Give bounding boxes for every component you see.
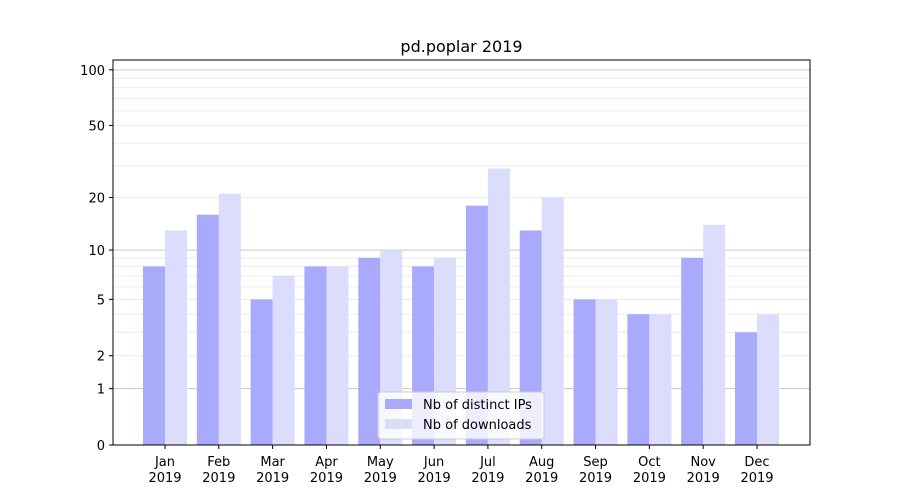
bar-ips: [627, 314, 650, 445]
x-tick-label: 2019: [579, 471, 612, 486]
x-tick-label: 2019: [202, 471, 235, 486]
bar-downloads: [595, 299, 618, 445]
y-tick-label: 2: [97, 350, 105, 365]
bar-downloads: [165, 230, 187, 445]
bar-downloads: [272, 275, 295, 445]
x-tick-label: 2019: [525, 471, 558, 486]
x-tick-label: Oct: [638, 455, 660, 470]
x-tick-label: Jan: [154, 455, 175, 470]
x-tick-label: 2019: [418, 471, 451, 486]
x-tick-label: Sep: [583, 455, 608, 470]
legend-label: Nb of downloads: [423, 418, 532, 433]
x-tick-label: 2019: [310, 471, 343, 486]
bar-downloads: [757, 314, 779, 445]
bar-ips: [735, 332, 757, 445]
y-tick-label: 5: [97, 293, 105, 308]
legend-swatch: [385, 399, 412, 409]
bar-ips: [519, 230, 542, 445]
x-tick-label: Dec: [744, 455, 769, 470]
y-tick-label: 1: [97, 383, 105, 398]
bar-ips: [196, 214, 219, 445]
y-tick-label: 0: [97, 439, 105, 454]
y-tick-label: 50: [88, 119, 105, 134]
chart-title: pd.poplar 2019: [400, 37, 522, 56]
x-tick-label: 2019: [364, 471, 397, 486]
bar-downloads: [703, 224, 726, 445]
bar-downloads: [541, 197, 564, 445]
y-tick-label: 100: [80, 64, 105, 79]
x-tick-label: Aug: [529, 455, 554, 470]
bar-downloads: [649, 314, 672, 445]
bar-ips: [465, 205, 488, 445]
bar-downloads: [218, 193, 241, 445]
x-tick-label: 2019: [148, 471, 181, 486]
x-tick-label: Feb: [207, 455, 230, 470]
x-tick-label: Apr: [315, 455, 338, 470]
bar-ips: [681, 257, 704, 445]
x-tick-label: Mar: [260, 455, 285, 470]
bar-ips: [250, 299, 273, 445]
legend-box: [377, 391, 545, 440]
legend-swatch: [385, 419, 412, 429]
bar-downloads: [487, 168, 510, 445]
x-tick-label: 2019: [633, 471, 666, 486]
x-tick-label: Jun: [423, 455, 444, 470]
y-tick-label: 10: [88, 244, 105, 259]
bar-ips: [358, 257, 381, 445]
x-tick-label: May: [367, 455, 394, 470]
x-tick-label: Nov: [690, 455, 716, 470]
bar-downloads: [326, 266, 349, 445]
x-tick-label: 2019: [687, 471, 720, 486]
legend-label: Nb of distinct IPs: [423, 398, 532, 413]
y-tick-label: 20: [88, 192, 105, 207]
bar-ips: [304, 266, 327, 445]
x-tick-label: 2019: [471, 471, 504, 486]
plot-frame: [112, 59, 811, 446]
bar-ips: [143, 266, 165, 445]
x-tick-label: 2019: [740, 471, 773, 486]
x-tick-label: 2019: [256, 471, 289, 486]
x-tick-label: Jul: [479, 455, 496, 470]
bar-ips: [573, 299, 596, 445]
